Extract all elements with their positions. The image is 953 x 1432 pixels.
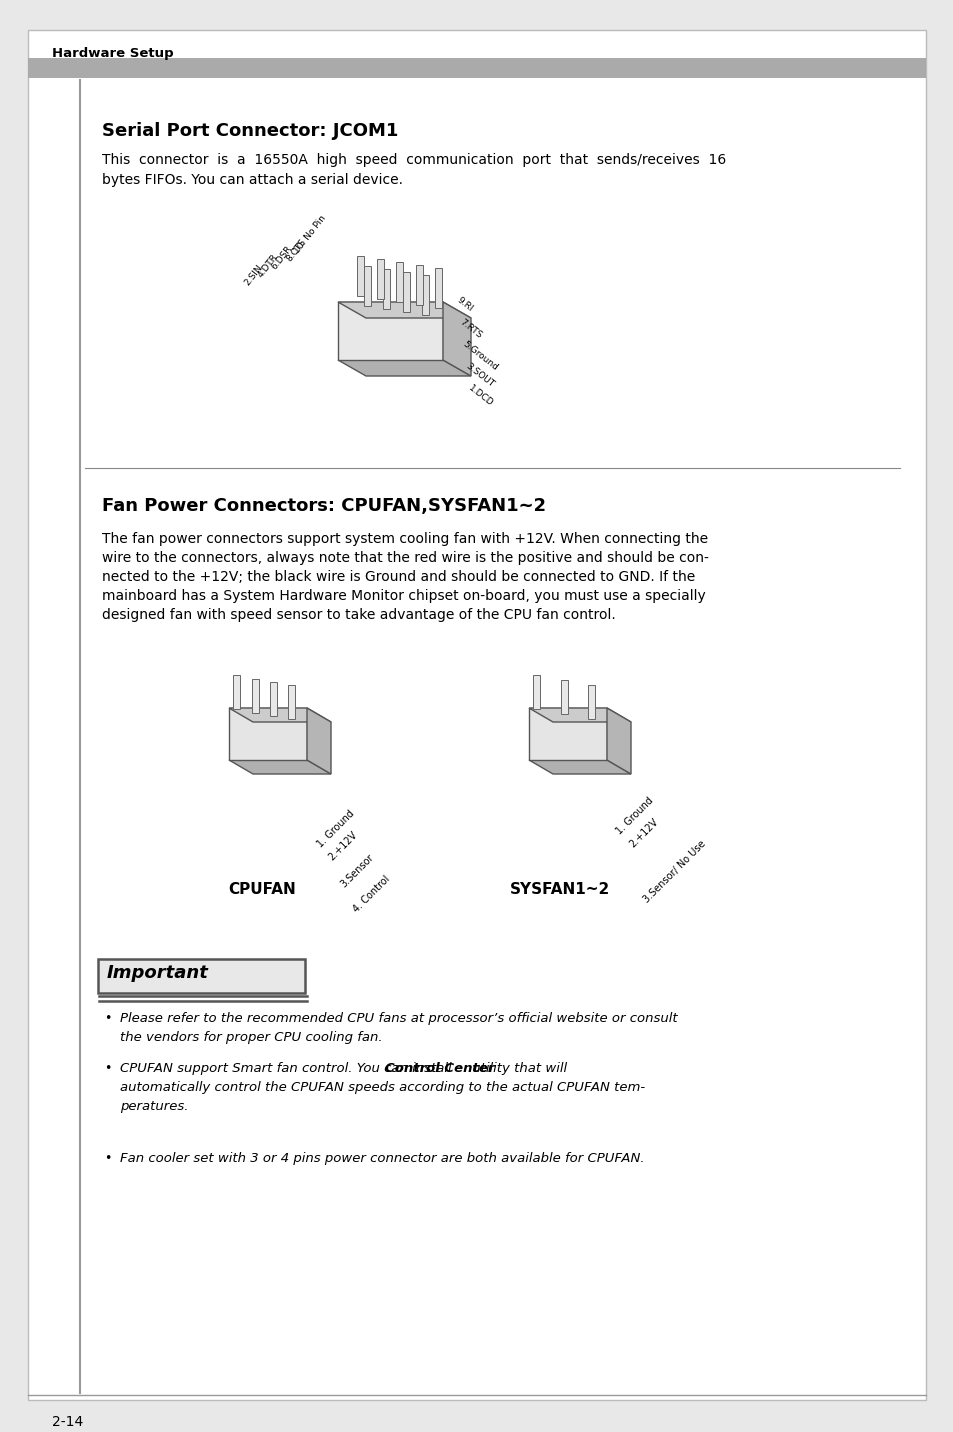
Text: •: •: [104, 1151, 112, 1166]
Bar: [416, 265, 422, 305]
Polygon shape: [229, 707, 307, 760]
Text: 3.SOUT: 3.SOUT: [463, 361, 496, 388]
Bar: [356, 256, 364, 296]
Bar: [395, 262, 403, 302]
Polygon shape: [307, 707, 331, 775]
Text: •: •: [104, 1063, 112, 1075]
Text: 6.DSR: 6.DSR: [270, 243, 294, 271]
Bar: [233, 676, 240, 709]
Polygon shape: [337, 302, 442, 359]
Text: 2.SIN: 2.SIN: [243, 263, 265, 286]
Text: 2-14: 2-14: [52, 1415, 83, 1429]
Polygon shape: [529, 707, 630, 722]
Text: CPUFAN support Smart fan control. You can install: CPUFAN support Smart fan control. You ca…: [120, 1063, 456, 1075]
Text: 4.DTR: 4.DTR: [255, 252, 279, 279]
Text: The fan power connectors support system cooling fan with +12V. When connecting t: The fan power connectors support system …: [102, 533, 707, 546]
Polygon shape: [337, 359, 471, 377]
Text: nected to the +12V; the black wire is Ground and should be connected to GND. If : nected to the +12V; the black wire is Gr…: [102, 570, 695, 584]
Text: wire to the connectors, always note that the red wire is the positive and should: wire to the connectors, always note that…: [102, 551, 708, 566]
Text: 8.CTS: 8.CTS: [284, 236, 307, 263]
Bar: [288, 686, 295, 719]
Text: 2.+12V: 2.+12V: [327, 831, 359, 862]
Bar: [364, 266, 371, 306]
Polygon shape: [529, 760, 630, 775]
Text: 1. Ground: 1. Ground: [314, 808, 355, 849]
Bar: [402, 272, 410, 312]
Polygon shape: [442, 302, 471, 377]
Text: 10. No Pin: 10. No Pin: [292, 213, 327, 255]
Text: 3.Sensor: 3.Sensor: [338, 852, 375, 889]
Text: 4. Control: 4. Control: [351, 874, 391, 915]
Text: peratures.: peratures.: [120, 1100, 189, 1113]
Bar: [383, 269, 390, 309]
Bar: [588, 686, 595, 719]
Polygon shape: [606, 707, 630, 775]
Text: SYSFAN1~2: SYSFAN1~2: [510, 882, 610, 896]
Bar: [533, 676, 540, 709]
Text: 3.Sensor/ No Use: 3.Sensor/ No Use: [641, 839, 707, 905]
Text: •: •: [104, 1012, 112, 1025]
Text: utility that will: utility that will: [467, 1063, 566, 1075]
Bar: [422, 275, 429, 315]
FancyBboxPatch shape: [98, 959, 305, 992]
Polygon shape: [337, 302, 471, 318]
Text: This  connector  is  a  16550A  high  speed  communication  port  that  sends/re: This connector is a 16550A high speed co…: [102, 153, 725, 168]
Text: 9.RI: 9.RI: [455, 295, 474, 312]
Bar: [28, 59, 925, 77]
Text: designed fan with speed sensor to take advantage of the CPU fan control.: designed fan with speed sensor to take a…: [102, 609, 615, 621]
Polygon shape: [529, 707, 606, 760]
Text: Hardware Setup: Hardware Setup: [52, 47, 173, 60]
Text: 2.+12V: 2.+12V: [627, 818, 660, 849]
Text: 5.Ground: 5.Ground: [460, 339, 499, 372]
Bar: [560, 680, 567, 715]
Text: 1. Ground: 1. Ground: [614, 795, 655, 836]
Text: mainboard has a System Hardware Monitor chipset on-board, you must use a special: mainboard has a System Hardware Monitor …: [102, 589, 705, 603]
Text: Fan Power Connectors: CPUFAN,SYSFAN1~2: Fan Power Connectors: CPUFAN,SYSFAN1~2: [102, 497, 545, 516]
Bar: [435, 268, 441, 308]
Text: Serial Port Connector: JCOM1: Serial Port Connector: JCOM1: [102, 122, 398, 140]
Bar: [252, 679, 258, 713]
Text: automatically control the CPUFAN speeds according to the actual CPUFAN tem-: automatically control the CPUFAN speeds …: [120, 1081, 644, 1094]
Text: Please refer to the recommended CPU fans at processor’s official website or cons: Please refer to the recommended CPU fans…: [120, 1012, 677, 1025]
Text: bytes FIFOs. You can attach a serial device.: bytes FIFOs. You can attach a serial dev…: [102, 173, 402, 188]
Text: CPUFAN: CPUFAN: [228, 882, 295, 896]
Polygon shape: [229, 707, 331, 722]
Text: 7.RTS: 7.RTS: [457, 316, 483, 339]
Bar: [270, 682, 277, 716]
Bar: [376, 259, 383, 299]
Text: 1.DCD: 1.DCD: [467, 382, 495, 408]
Text: Fan cooler set with 3 or 4 pins power connector are both available for CPUFAN.: Fan cooler set with 3 or 4 pins power co…: [120, 1151, 644, 1166]
Polygon shape: [229, 760, 331, 775]
Text: Important: Important: [107, 964, 209, 982]
Text: the vendors for proper CPU cooling fan.: the vendors for proper CPU cooling fan.: [120, 1031, 382, 1044]
Text: Control Center: Control Center: [385, 1063, 494, 1075]
